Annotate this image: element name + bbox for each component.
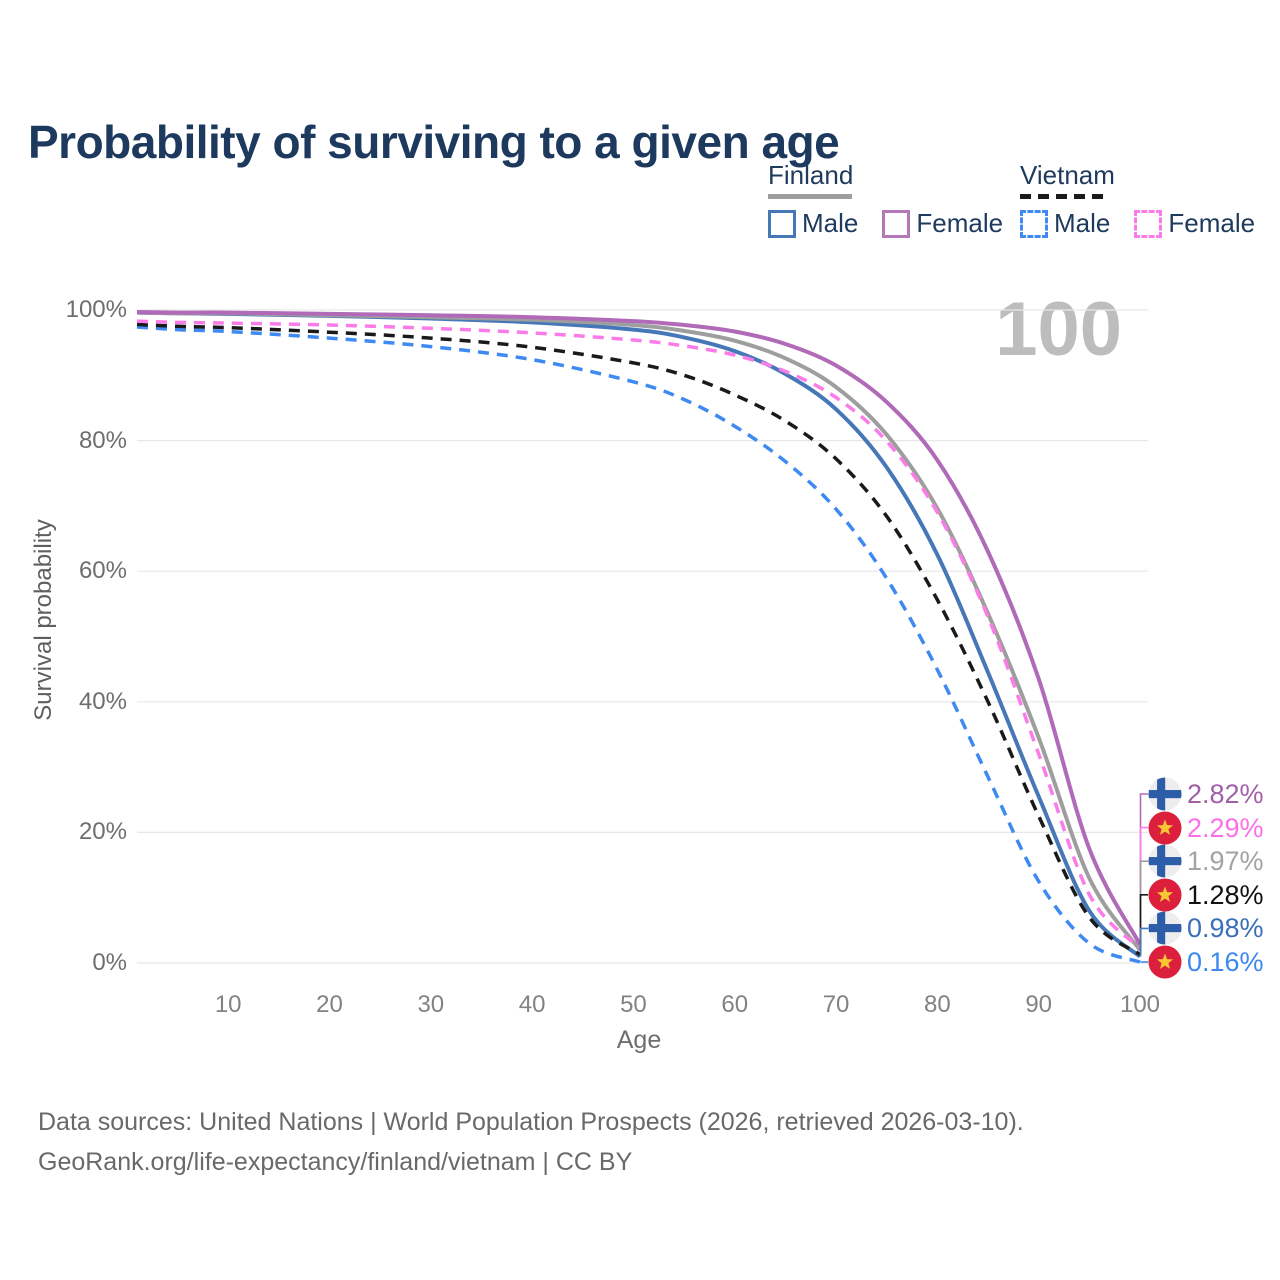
connector-finland-total — [1139, 860, 1148, 951]
end-value-label: 0.16% — [1187, 947, 1264, 977]
y-tick-label: 60% — [78, 557, 127, 585]
source-attribution: Data sources: United Nations | World Pop… — [38, 1102, 1024, 1182]
end-label-vietnam-male: 0.16% — [1148, 945, 1264, 979]
x-axis-title: Age — [616, 1026, 662, 1054]
x-tick-label: 10 — [214, 991, 242, 1018]
y-tick-label: 40% — [78, 687, 127, 715]
legend-item-vietnam-male[interactable]: Male — [1054, 208, 1111, 238]
vietnam-flag-icon — [1148, 878, 1182, 912]
end-value-label: 0.98% — [1187, 913, 1264, 944]
connector-finland-male — [1139, 927, 1148, 957]
x-tick-label: 90 — [1025, 991, 1053, 1018]
legend-item-finland-male[interactable]: Male — [802, 208, 859, 238]
end-value-label: 1.28% — [1187, 879, 1264, 910]
end-label-finland-male: 0.98% — [1148, 911, 1264, 945]
end-value-label: 1.97% — [1187, 846, 1264, 877]
end-label-finland-female: 2.82% — [1148, 777, 1264, 811]
connector-vietnam-total — [1139, 894, 1148, 955]
license-line: GeoRank.org/life-expectancy/finland/viet… — [38, 1148, 633, 1176]
end-value-label: 2.29% — [1187, 812, 1264, 843]
curve-vietnam-female — [136, 319, 1142, 950]
x-tick-label: 80 — [924, 991, 951, 1018]
x-tick-label: 100 — [1119, 991, 1161, 1018]
finland-flag-icon — [1148, 911, 1182, 945]
vietnam-flag-icon — [1148, 811, 1182, 845]
end-label-vietnam-total: 1.28% — [1148, 878, 1264, 912]
x-tick-label: 20 — [316, 991, 343, 1018]
legend-group-vietnam: Vietnam Male Female — [1020, 160, 1279, 239]
age-counter-watermark: 100 — [995, 287, 1122, 372]
curve-finland-male — [136, 310, 1142, 959]
legend-country-vietnam[interactable]: Vietnam — [1020, 160, 1115, 190]
connector-vietnam-female — [1139, 826, 1148, 948]
x-tick-label: 60 — [721, 991, 749, 1018]
curve-vietnam-male — [136, 325, 1141, 964]
curve-finland-female — [136, 310, 1142, 946]
data-source-line: Data sources: United Nations | World Pop… — [38, 1108, 1024, 1136]
y-tick-label: 100% — [65, 296, 127, 323]
legend-group-finland: Finland Male Female — [768, 160, 1027, 239]
page-title: Probability of surviving to a given age — [28, 115, 840, 168]
legend-country-finland[interactable]: Finland — [768, 160, 854, 190]
legend-linestyle-finland — [768, 194, 852, 199]
end-value-label: 2.82% — [1187, 779, 1264, 809]
legend-swatch-finland-female[interactable] — [882, 209, 911, 238]
connector-finland-female — [1139, 793, 1148, 945]
legend-item-finland-female[interactable]: Female — [916, 208, 1004, 238]
x-tick-label: 40 — [518, 991, 546, 1018]
y-tick-label: 80% — [78, 426, 127, 454]
legend-swatch-vietnam-female[interactable] — [1134, 209, 1163, 238]
y-tick-label: 0% — [92, 949, 127, 976]
finland-flag-icon — [1148, 777, 1182, 811]
x-tick-label: 70 — [822, 991, 850, 1018]
x-tick-label: 50 — [620, 991, 647, 1018]
end-label-finland-total: 1.97% — [1148, 844, 1264, 878]
y-tick-label: 20% — [78, 818, 127, 846]
finland-flag-icon — [1148, 844, 1182, 878]
legend-item-vietnam-female[interactable]: Female — [1168, 208, 1256, 238]
legend-linestyle-vietnam — [1020, 194, 1110, 199]
x-tick-label: 30 — [417, 991, 445, 1018]
legend-swatch-finland-male[interactable] — [768, 209, 796, 238]
vietnam-flag-icon — [1148, 945, 1182, 979]
legend-swatch-vietnam-male[interactable] — [1020, 209, 1048, 238]
curve-finland-total — [136, 310, 1142, 952]
end-label-vietnam-female: 2.29% — [1148, 811, 1264, 845]
curve-vietnam-total — [136, 322, 1142, 957]
